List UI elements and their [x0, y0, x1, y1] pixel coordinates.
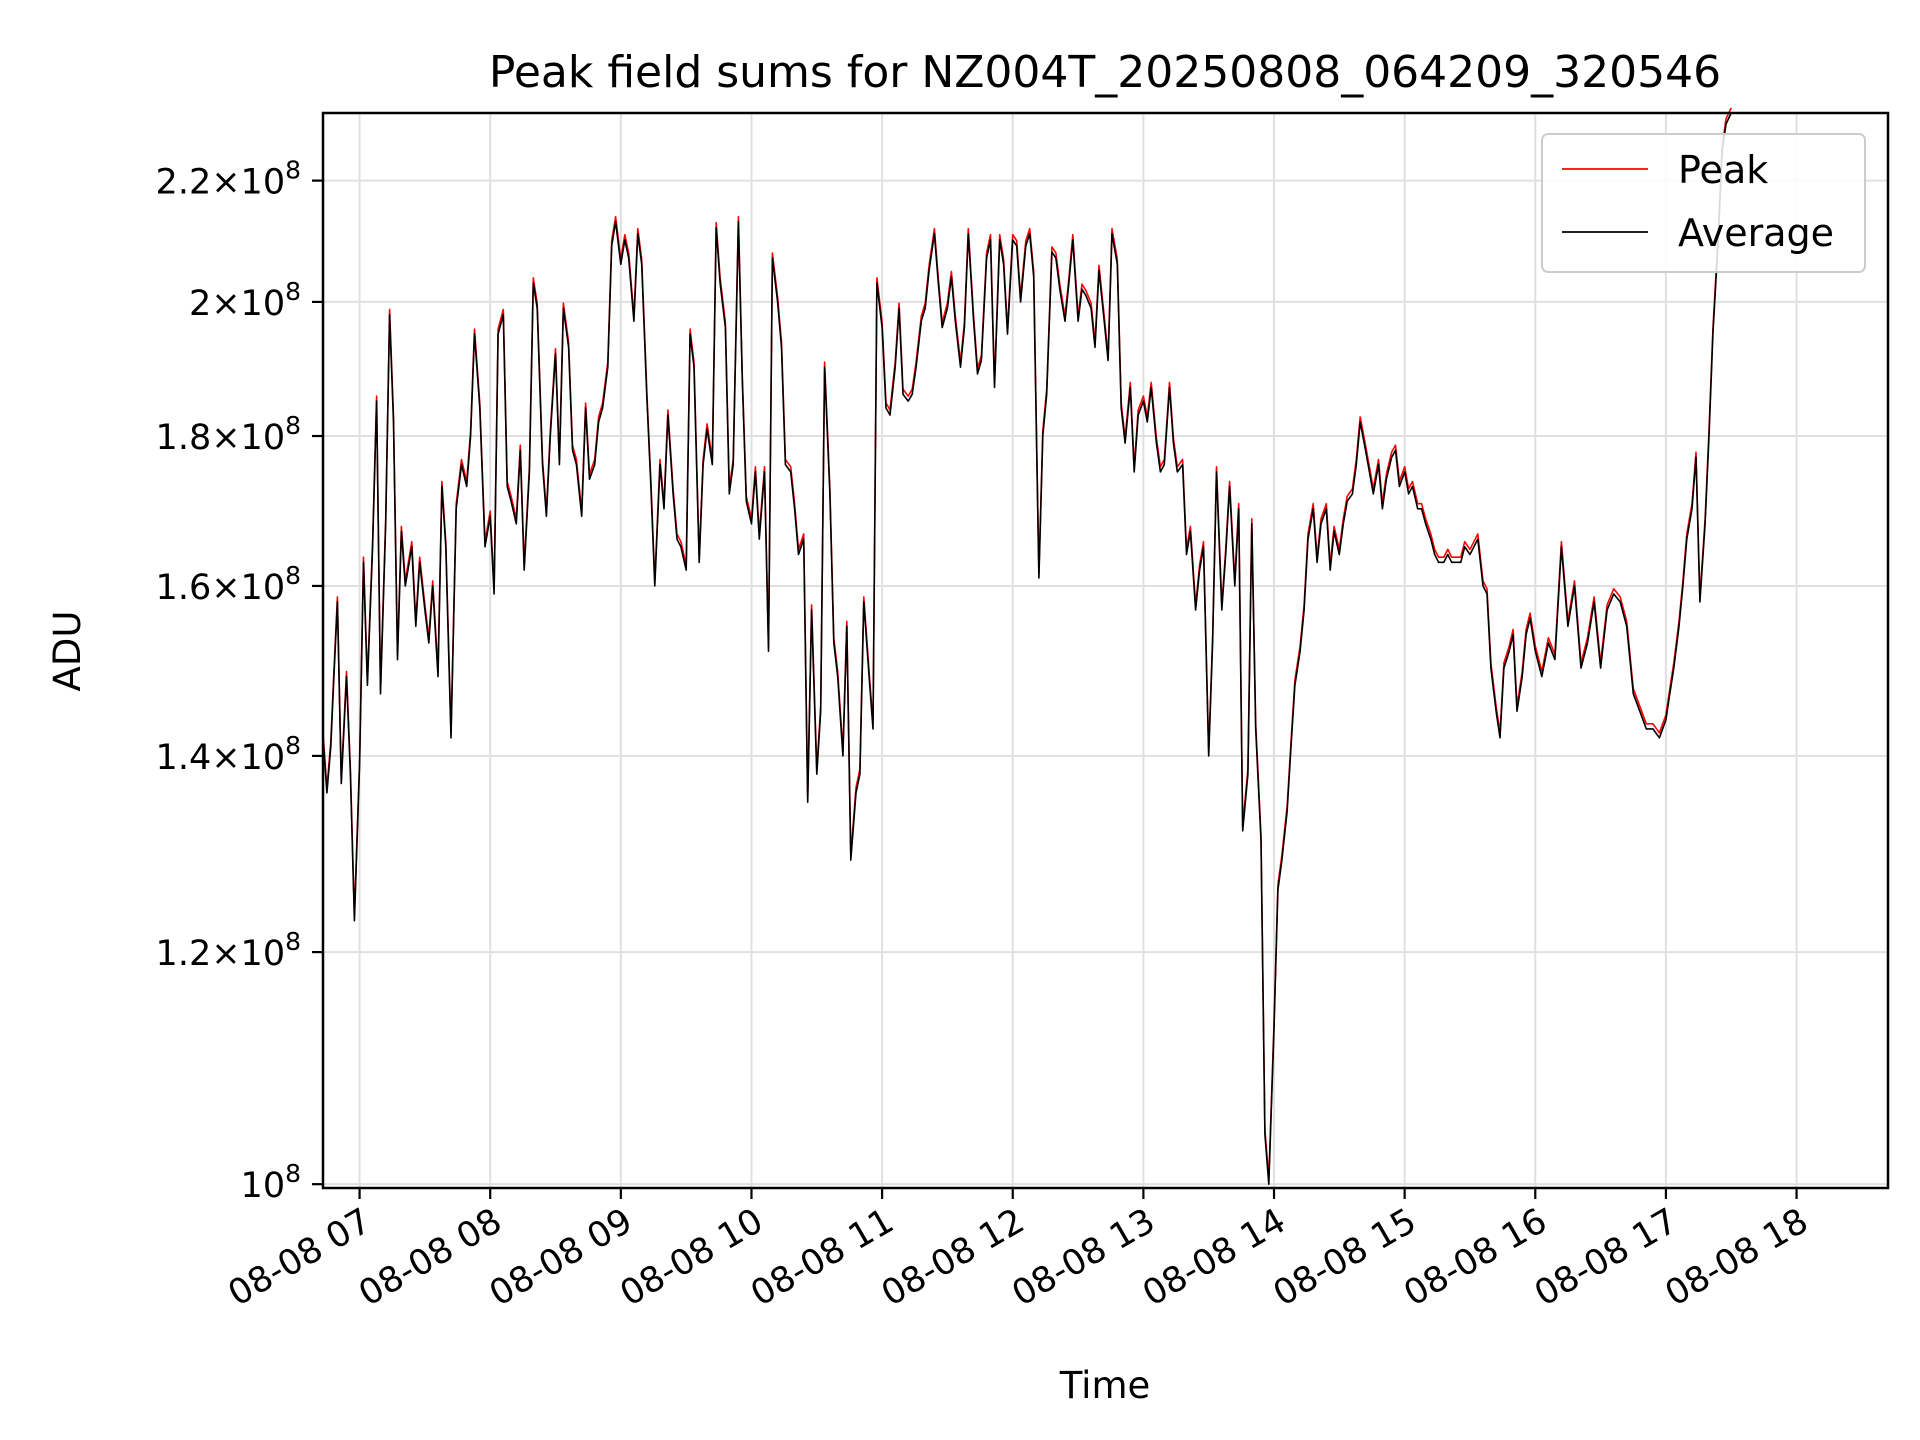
y-tick-label: 2×108	[189, 277, 301, 324]
x-tick-label: 08-08 16	[1397, 1201, 1553, 1314]
y-tick-times: ×	[211, 163, 240, 203]
y-tick-base: 10	[241, 934, 286, 974]
plot-area	[322, 107, 1732, 1185]
y-tick-exponent: 8	[285, 731, 301, 760]
y-tick-base: 10	[241, 568, 286, 608]
y-tick-mantissa: 1.6	[156, 568, 212, 608]
x-tick-label: 08-08 11	[744, 1201, 900, 1314]
grid	[323, 113, 1888, 1188]
x-tick-label: 08-08 18	[1659, 1201, 1815, 1314]
y-tick-exponent: 8	[285, 927, 301, 956]
y-tick-exponent: 8	[285, 156, 301, 185]
y-tick-label: 1.8×108	[156, 411, 301, 458]
y-tick-exponent: 8	[285, 561, 301, 590]
legend-label-average: Average	[1678, 211, 1834, 255]
x-axis-label: Time	[1059, 1364, 1151, 1407]
legend-label-peak: Peak	[1678, 148, 1768, 192]
y-axis: 1081.2×1081.4×1081.6×1081.8×1082×1082.2×…	[156, 156, 323, 1206]
y-tick-times: ×	[211, 284, 240, 324]
y-tick-times: ×	[211, 418, 240, 458]
y-tick-exponent: 8	[285, 277, 301, 306]
x-tick-label: 08-08 13	[1006, 1201, 1162, 1314]
x-tick-label: 08-08 10	[614, 1201, 770, 1314]
series-line-average	[322, 112, 1732, 1185]
y-tick-base: 10	[241, 418, 286, 458]
y-tick-mantissa: 2	[189, 284, 211, 324]
y-tick-label: 1.6×108	[156, 561, 301, 608]
y-tick-exponent: 8	[285, 411, 301, 440]
y-tick-times: ×	[211, 738, 240, 778]
x-tick-label: 08-08 15	[1267, 1201, 1423, 1314]
chart-title: Peak field sums for NZ004T_20250808_0642…	[489, 47, 1721, 98]
x-tick-label: 08-08 09	[483, 1201, 639, 1314]
y-tick-mantissa: 1.2	[156, 934, 212, 974]
y-tick-mantissa: 2.2	[156, 163, 212, 203]
y-tick-label: 1.4×108	[156, 731, 301, 778]
y-tick-label: 2.2×108	[156, 156, 301, 203]
y-tick-base: 10	[241, 738, 286, 778]
x-tick-label: 08-08 07	[222, 1201, 378, 1314]
y-tick-times: ×	[211, 934, 240, 974]
y-tick-base: 10	[241, 163, 286, 203]
x-tick-label: 08-08 12	[875, 1201, 1031, 1314]
y-tick-label: 108	[241, 1159, 301, 1206]
y-tick-base: 10	[241, 284, 286, 324]
y-tick-base: 10	[241, 1166, 286, 1206]
y-tick-mantissa: 1.4	[156, 738, 212, 778]
axes-frame	[321, 111, 1890, 1190]
series-line-peak	[322, 107, 1732, 1180]
legend: Peak Average	[1541, 133, 1866, 273]
y-tick-times: ×	[211, 568, 240, 608]
y-tick-label: 1.2×108	[156, 927, 301, 974]
x-tick-label: 08-08 17	[1528, 1201, 1684, 1314]
y-tick-exponent: 8	[285, 1159, 301, 1188]
y-tick-mantissa: 1.8	[156, 418, 212, 458]
x-tick-label: 08-08 08	[352, 1201, 508, 1314]
x-tick-label: 08-08 14	[1136, 1201, 1292, 1314]
y-axis-label: ADU	[46, 611, 89, 692]
